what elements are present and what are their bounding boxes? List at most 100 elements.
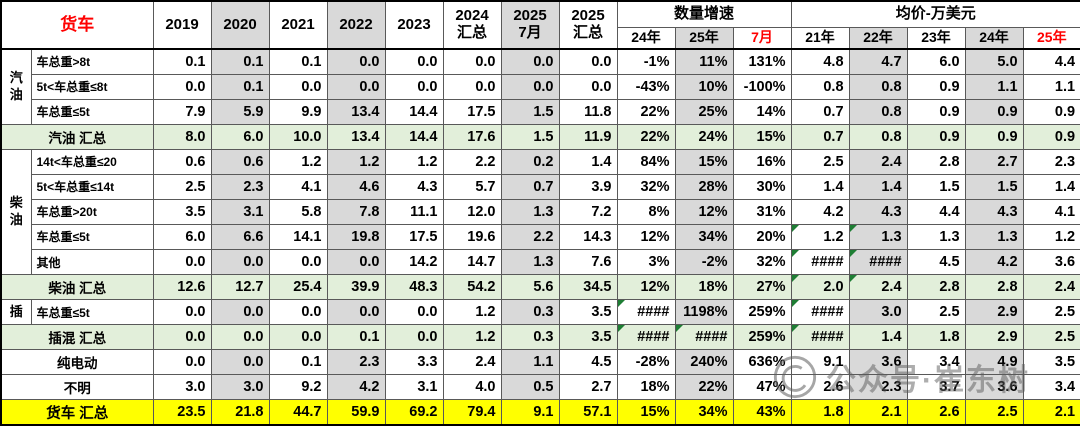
price-col-21: 21年 bbox=[790, 26, 850, 50]
value-cell: 0.0 bbox=[152, 248, 212, 276]
col-header-2021: 2021 bbox=[268, 0, 328, 50]
value-cell: 0.7 bbox=[790, 98, 850, 125]
value-cell: 47% bbox=[732, 374, 792, 401]
value-cell: 4.9 bbox=[964, 349, 1024, 376]
value-cell: 7.2 bbox=[558, 198, 618, 225]
value-cell: 17.5 bbox=[384, 223, 444, 251]
value-cell: 22% bbox=[616, 98, 676, 125]
value-cell: 2.2 bbox=[500, 223, 560, 251]
value-cell: 5.0 bbox=[964, 47, 1024, 75]
value-cell: 10% bbox=[674, 73, 734, 100]
value-cell: 0.3 bbox=[500, 324, 560, 351]
value-cell: 0.0 bbox=[152, 349, 212, 376]
row-label: 货车 汇总 bbox=[0, 399, 154, 426]
value-cell: 0.0 bbox=[326, 47, 386, 75]
value-cell: 34% bbox=[674, 223, 734, 251]
value-cell: 15% bbox=[732, 123, 792, 150]
value-cell: 1.3 bbox=[500, 198, 560, 225]
value-cell: 2.5 bbox=[790, 148, 850, 175]
value-cell: 18% bbox=[616, 374, 676, 401]
value-cell: 11.1 bbox=[384, 198, 444, 225]
value-cell: 17.6 bbox=[442, 123, 502, 150]
value-cell: 3.9 bbox=[558, 173, 618, 200]
value-cell: 2.6 bbox=[790, 374, 850, 401]
value-cell: 4.5 bbox=[906, 248, 966, 276]
value-cell: 0.9 bbox=[906, 123, 966, 150]
value-cell: #### bbox=[674, 324, 734, 351]
value-cell: 0.0 bbox=[210, 299, 270, 326]
value-cell: 8.0 bbox=[152, 123, 212, 150]
value-cell: 22% bbox=[674, 374, 734, 401]
value-cell: 2.5 bbox=[1022, 299, 1080, 326]
value-cell: 2.4 bbox=[442, 349, 502, 376]
value-cell: 21.8 bbox=[210, 399, 270, 426]
value-cell: 5.9 bbox=[210, 98, 270, 125]
value-cell: 3.5 bbox=[152, 198, 212, 225]
value-cell: #### bbox=[848, 248, 908, 276]
value-cell: 79.4 bbox=[442, 399, 502, 426]
value-cell: 34% bbox=[674, 399, 734, 426]
value-cell: 1.4 bbox=[848, 173, 908, 200]
value-cell: #### bbox=[790, 248, 850, 276]
value-cell: 4.1 bbox=[268, 173, 328, 200]
value-cell: 0.0 bbox=[152, 299, 212, 326]
value-cell: 7.6 bbox=[558, 248, 618, 276]
value-cell: 32% bbox=[732, 248, 792, 276]
value-cell: 259% bbox=[732, 324, 792, 351]
value-cell: 12.0 bbox=[442, 198, 502, 225]
value-cell: 4.1 bbox=[1022, 198, 1080, 225]
value-cell: 1.1 bbox=[500, 349, 560, 376]
value-cell: 4.0 bbox=[442, 374, 502, 401]
value-cell: 3.0 bbox=[210, 374, 270, 401]
value-cell: 1.4 bbox=[848, 324, 908, 351]
value-cell: 0.0 bbox=[558, 73, 618, 100]
col-header-2022: 2022 bbox=[326, 0, 386, 50]
value-cell: 3.0 bbox=[152, 374, 212, 401]
value-cell: 3.6 bbox=[1022, 248, 1080, 276]
value-cell: 2.5 bbox=[1022, 324, 1080, 351]
value-cell: 19.6 bbox=[442, 223, 502, 251]
value-cell: 0.6 bbox=[210, 148, 270, 175]
value-cell: 0.0 bbox=[326, 299, 386, 326]
value-cell: 25% bbox=[674, 98, 734, 125]
value-cell: 4.4 bbox=[906, 198, 966, 225]
value-cell: 1.1 bbox=[964, 73, 1024, 100]
value-cell: 5.7 bbox=[442, 173, 502, 200]
col-header-2024-total: 2024 汇总 bbox=[442, 0, 502, 50]
value-cell: 0.0 bbox=[268, 299, 328, 326]
table-title: 货车 bbox=[0, 0, 154, 50]
value-cell: 2.1 bbox=[848, 399, 908, 426]
data-row: 其他 0.0 0.0 0.0 0.0 14.2 14.7 1.3 7.6 3% -2% 32% ####… bbox=[1, 248, 1080, 276]
value-cell: 3.6 bbox=[848, 349, 908, 376]
col-header-2025-july-line2: 7月 bbox=[518, 24, 542, 41]
value-cell: 2.3 bbox=[1022, 148, 1080, 175]
value-cell: 69.2 bbox=[384, 399, 444, 426]
value-cell: 1.1 bbox=[1022, 73, 1080, 100]
value-cell: 6.0 bbox=[210, 123, 270, 150]
value-cell: 4.2 bbox=[326, 374, 386, 401]
col-header-2024-total-line1: 2024 bbox=[455, 7, 489, 25]
value-cell: 4.2 bbox=[964, 248, 1024, 276]
value-cell: 1.2 bbox=[442, 324, 502, 351]
value-cell: 28% bbox=[674, 173, 734, 200]
value-cell: 0.1 bbox=[268, 47, 328, 75]
value-cell: 0.0 bbox=[500, 47, 560, 75]
value-cell: 0.0 bbox=[326, 73, 386, 100]
value-cell: 7.9 bbox=[152, 98, 212, 125]
value-cell: 23.5 bbox=[152, 399, 212, 426]
data-row: 柴 油 14t<车总重≤20 0.6 0.6 1.2 1.2 1.2 2.2 0.2 1.4 84%… bbox=[0, 148, 1080, 276]
value-cell: 3.1 bbox=[384, 374, 444, 401]
col-header-2025-total-line1: 2025 bbox=[571, 7, 605, 25]
value-cell: 12% bbox=[674, 198, 734, 225]
grand-total-row: 货车 汇总 23.5 21.8 44.7 59.9 69.2 79.4 9.1 57.1 15% 3… bbox=[0, 399, 1080, 426]
value-cell: 0.1 bbox=[326, 324, 386, 351]
row-label: 纯电动 bbox=[0, 349, 154, 376]
value-cell: 13.4 bbox=[326, 98, 386, 125]
value-cell: 44.7 bbox=[268, 399, 328, 426]
col-header-2025-total: 2025 汇总 bbox=[558, 0, 618, 50]
value-cell: 9.9 bbox=[268, 98, 328, 125]
value-cell: 0.0 bbox=[442, 47, 502, 75]
value-cell: 0.8 bbox=[848, 123, 908, 150]
